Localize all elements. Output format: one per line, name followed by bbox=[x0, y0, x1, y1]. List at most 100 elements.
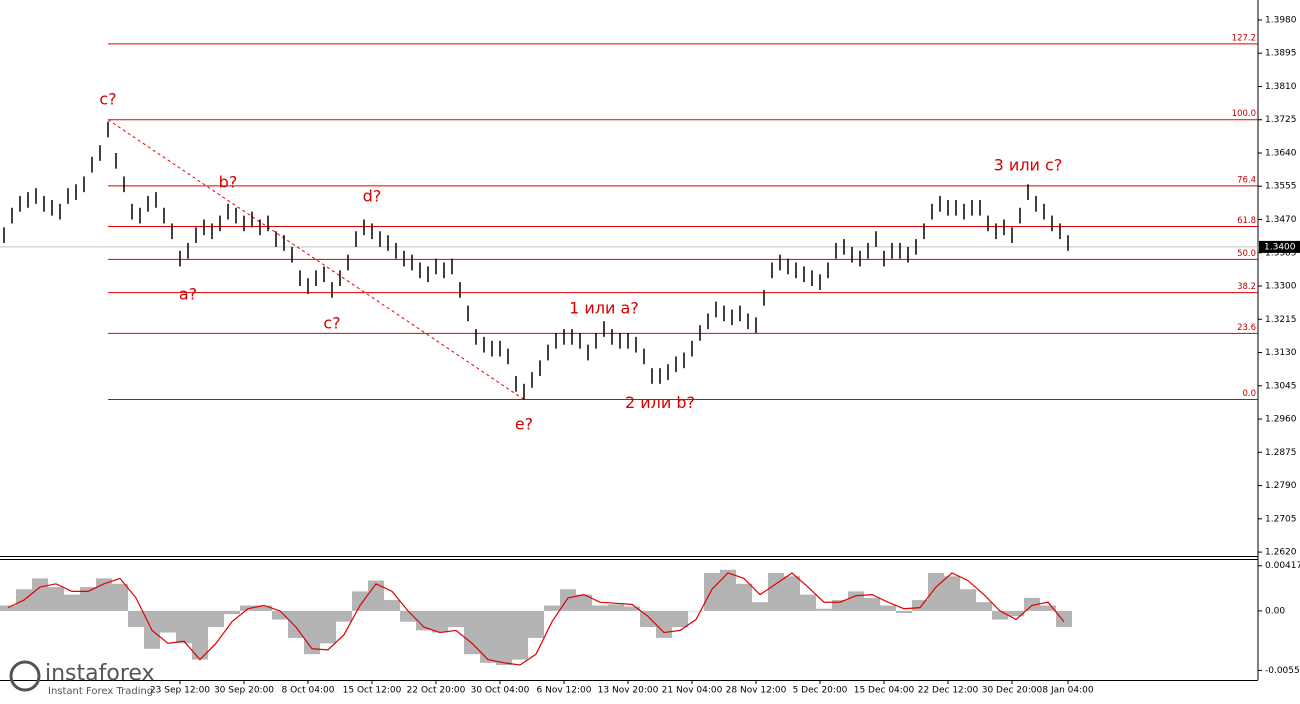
osc-bar bbox=[624, 606, 640, 611]
osc-bar bbox=[784, 576, 800, 611]
osc-bar bbox=[640, 610, 656, 628]
y-tick-label: 1.3555 bbox=[1265, 182, 1297, 192]
osc-bar bbox=[352, 591, 368, 611]
osc-bar bbox=[944, 576, 960, 611]
y-tick-label: 1.3895 bbox=[1265, 49, 1297, 59]
wave-label: e? bbox=[515, 414, 533, 433]
osc-bar bbox=[576, 594, 592, 611]
osc-bar bbox=[1008, 610, 1024, 617]
osc-bar bbox=[528, 610, 544, 638]
y-tick-label: 1.2620 bbox=[1265, 548, 1297, 558]
osc-bar bbox=[928, 572, 944, 611]
fib-label: 76.4 bbox=[1237, 175, 1256, 185]
osc-bar bbox=[672, 610, 688, 628]
osc-bar bbox=[336, 610, 352, 622]
osc-bar bbox=[176, 610, 192, 644]
osc-bar bbox=[32, 578, 48, 611]
fib-label: 38.2 bbox=[1237, 282, 1256, 292]
osc-bar bbox=[464, 610, 480, 655]
osc-bar bbox=[208, 610, 224, 628]
osc-bar bbox=[192, 610, 208, 660]
osc-bar bbox=[704, 572, 720, 611]
x-tick-label: 22 Dec 12:00 bbox=[918, 686, 979, 696]
osc-bar bbox=[560, 589, 576, 611]
osc-bar bbox=[832, 600, 848, 611]
y-tick-label: 1.3385 bbox=[1265, 248, 1297, 258]
osc-bar bbox=[96, 578, 112, 611]
x-tick-label: 21 Nov 04:00 bbox=[662, 686, 723, 696]
osc-tick-label: -0.0055 bbox=[1265, 666, 1300, 676]
x-tick-label: 22 Oct 20:00 bbox=[407, 686, 466, 696]
wave-label: 3 или c? bbox=[994, 155, 1063, 174]
osc-bar bbox=[128, 610, 144, 628]
osc-signal bbox=[7, 572, 1065, 666]
y-tick-label: 1.3810 bbox=[1265, 82, 1297, 92]
osc-bar bbox=[1056, 610, 1072, 628]
wave-label: c? bbox=[99, 89, 116, 108]
fib-label: 127.2 bbox=[1232, 33, 1256, 43]
osc-bar bbox=[64, 594, 80, 611]
osc-bar bbox=[416, 610, 432, 631]
y-tick-label: 1.3725 bbox=[1265, 115, 1297, 125]
osc-bar bbox=[992, 610, 1008, 620]
y-tick-label: 1.3980 bbox=[1265, 15, 1297, 25]
x-tick-label: 13 Nov 20:00 bbox=[598, 686, 659, 696]
x-tick-label: 8 Oct 04:00 bbox=[282, 686, 335, 696]
osc-bar bbox=[960, 589, 976, 611]
osc-bar bbox=[384, 600, 400, 611]
osc-bar bbox=[848, 591, 864, 611]
osc-bar bbox=[320, 610, 336, 644]
y-tick-label: 1.2790 bbox=[1265, 481, 1297, 491]
x-tick-label: 6 Nov 12:00 bbox=[537, 686, 592, 696]
osc-bar bbox=[0, 605, 16, 611]
fib-label: 61.8 bbox=[1237, 216, 1256, 226]
osc-bar bbox=[768, 572, 784, 611]
osc-bar bbox=[656, 610, 672, 638]
osc-bar bbox=[400, 610, 416, 622]
plot: 1.3980 1.3895 1.3810 1.3725 1.3640 1.3555 1.34… bbox=[0, 15, 1300, 696]
osc-bar bbox=[608, 604, 624, 611]
watermark-icon bbox=[9, 660, 41, 692]
y-tick-label: 1.3470 bbox=[1265, 215, 1297, 225]
x-tick-label: 28 Nov 12:00 bbox=[726, 686, 787, 696]
x-tick-label: 8 Jan 04:00 bbox=[1042, 686, 1094, 696]
osc-bar bbox=[224, 610, 240, 615]
wave-label: c? bbox=[323, 313, 340, 332]
y-tick-label: 1.3215 bbox=[1265, 315, 1297, 325]
wave-label: b? bbox=[219, 173, 238, 192]
osc-bar bbox=[432, 610, 448, 633]
osc-bar bbox=[80, 587, 96, 611]
wave-label: 1 или a? bbox=[569, 299, 639, 318]
osc-bar bbox=[1040, 605, 1056, 611]
osc-bar bbox=[1024, 597, 1040, 611]
x-tick-label: 30 Oct 04:00 bbox=[471, 686, 530, 696]
osc-bar bbox=[880, 605, 896, 611]
watermark: instaforex Instant Forex Trading bbox=[9, 660, 155, 697]
fib-label: 50.0 bbox=[1237, 249, 1256, 259]
fib-label: 100.0 bbox=[1232, 109, 1256, 119]
osc-bar bbox=[864, 597, 880, 611]
y-tick-label: 1.3130 bbox=[1265, 348, 1297, 358]
x-tick-label: 15 Dec 04:00 bbox=[854, 686, 915, 696]
osc-bar bbox=[752, 602, 768, 611]
osc-bar bbox=[256, 605, 272, 611]
osc-bar bbox=[272, 610, 288, 620]
osc-tick-label: 0.00 bbox=[1265, 606, 1285, 616]
watermark-tagline: Instant Forex Trading bbox=[48, 686, 153, 697]
osc-bar bbox=[112, 583, 128, 611]
y-tick-label: 1.3300 bbox=[1265, 282, 1297, 292]
y-tick-label: 1.3045 bbox=[1265, 381, 1297, 391]
osc-bar bbox=[688, 610, 704, 612]
x-tick-label: 15 Oct 12:00 bbox=[343, 686, 402, 696]
x-tick-label: 30 Dec 20:00 bbox=[982, 686, 1043, 696]
watermark-brand: instaforex bbox=[45, 661, 155, 686]
fib-label: 23.6 bbox=[1237, 323, 1256, 333]
osc-bar bbox=[48, 587, 64, 611]
wave-label: 2 или b? bbox=[625, 393, 695, 412]
osc-bar bbox=[896, 610, 912, 614]
y-tick-label: 1.2875 bbox=[1265, 448, 1297, 458]
fib-label: 0.0 bbox=[1242, 389, 1256, 399]
x-tick-label: 5 Dec 20:00 bbox=[793, 686, 848, 696]
